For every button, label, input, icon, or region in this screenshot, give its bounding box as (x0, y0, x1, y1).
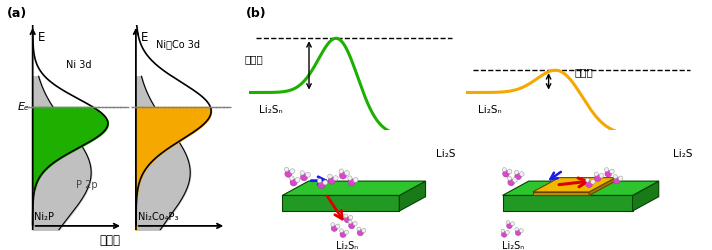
Circle shape (348, 220, 352, 224)
Text: Li₂Sₙ: Li₂Sₙ (258, 105, 283, 115)
Circle shape (506, 220, 510, 224)
Circle shape (501, 229, 505, 233)
Text: Li₂Sₙ: Li₂Sₙ (502, 241, 524, 250)
Circle shape (348, 179, 355, 186)
Circle shape (349, 215, 353, 220)
Circle shape (604, 168, 609, 172)
Circle shape (595, 175, 601, 182)
Circle shape (340, 231, 346, 237)
Circle shape (503, 170, 509, 177)
Circle shape (600, 174, 604, 178)
Circle shape (508, 169, 512, 174)
Polygon shape (399, 181, 426, 211)
Circle shape (586, 181, 592, 188)
Circle shape (318, 178, 322, 183)
Circle shape (357, 227, 361, 231)
Circle shape (340, 172, 347, 179)
Circle shape (349, 223, 355, 229)
Circle shape (613, 174, 617, 179)
Circle shape (519, 229, 523, 233)
Circle shape (511, 222, 515, 226)
Circle shape (590, 180, 595, 184)
Circle shape (618, 176, 623, 181)
Circle shape (344, 216, 350, 223)
Circle shape (333, 176, 338, 181)
Circle shape (585, 178, 590, 182)
Text: Ni₂P: Ni₂P (34, 212, 54, 222)
Text: (b): (b) (246, 8, 266, 20)
Circle shape (335, 224, 340, 228)
Text: 态密度: 态密度 (100, 234, 121, 248)
Circle shape (328, 174, 333, 178)
Circle shape (353, 178, 358, 182)
Circle shape (318, 182, 325, 188)
Polygon shape (533, 192, 589, 196)
Text: Ni，Co 3d: Ni，Co 3d (156, 39, 199, 49)
Text: E: E (141, 31, 148, 44)
Circle shape (362, 228, 366, 233)
Circle shape (508, 179, 515, 186)
Circle shape (353, 222, 357, 226)
Polygon shape (533, 178, 615, 192)
Circle shape (339, 169, 343, 173)
Polygon shape (589, 178, 615, 196)
Circle shape (506, 230, 509, 234)
Circle shape (285, 170, 292, 177)
Circle shape (594, 172, 598, 176)
Circle shape (515, 228, 518, 231)
Polygon shape (503, 196, 632, 211)
Circle shape (506, 223, 513, 228)
Text: Li₂S: Li₂S (436, 149, 456, 159)
Circle shape (345, 230, 349, 234)
Circle shape (614, 177, 620, 184)
Circle shape (514, 170, 518, 174)
Circle shape (513, 178, 517, 182)
Circle shape (331, 223, 335, 226)
Text: (a): (a) (7, 8, 27, 20)
Circle shape (290, 179, 297, 186)
Circle shape (328, 177, 335, 184)
Polygon shape (283, 196, 399, 211)
Circle shape (295, 178, 300, 182)
Circle shape (515, 173, 521, 180)
Text: Ni₂Co₄P₃: Ni₂Co₄P₃ (137, 212, 178, 222)
Text: 活化能: 活化能 (245, 54, 263, 64)
Text: E: E (38, 31, 45, 44)
Circle shape (347, 176, 352, 180)
Circle shape (357, 230, 363, 236)
Circle shape (609, 169, 614, 174)
Circle shape (501, 232, 507, 237)
Polygon shape (283, 181, 426, 196)
Text: Li₂Sₙ: Li₂Sₙ (478, 105, 502, 115)
Text: Li₂Sₙ: Li₂Sₙ (336, 241, 358, 250)
Text: 活化能: 活化能 (575, 67, 593, 77)
Circle shape (305, 172, 310, 177)
Circle shape (345, 170, 350, 175)
Polygon shape (632, 181, 659, 211)
Circle shape (605, 170, 612, 177)
Circle shape (300, 171, 305, 175)
Circle shape (502, 168, 506, 172)
Polygon shape (503, 181, 659, 196)
Circle shape (300, 174, 308, 181)
Text: Ni 3d: Ni 3d (66, 60, 91, 70)
Circle shape (323, 180, 328, 185)
Circle shape (520, 172, 524, 176)
Circle shape (290, 169, 295, 174)
Text: Li₂S: Li₂S (673, 149, 692, 159)
Text: P 2p: P 2p (76, 180, 98, 190)
Circle shape (331, 225, 337, 232)
Circle shape (508, 176, 512, 180)
Circle shape (340, 229, 343, 232)
Circle shape (290, 176, 294, 180)
Circle shape (515, 230, 521, 235)
Circle shape (344, 214, 347, 218)
Circle shape (284, 167, 289, 172)
Text: Eₑ: Eₑ (18, 102, 29, 112)
